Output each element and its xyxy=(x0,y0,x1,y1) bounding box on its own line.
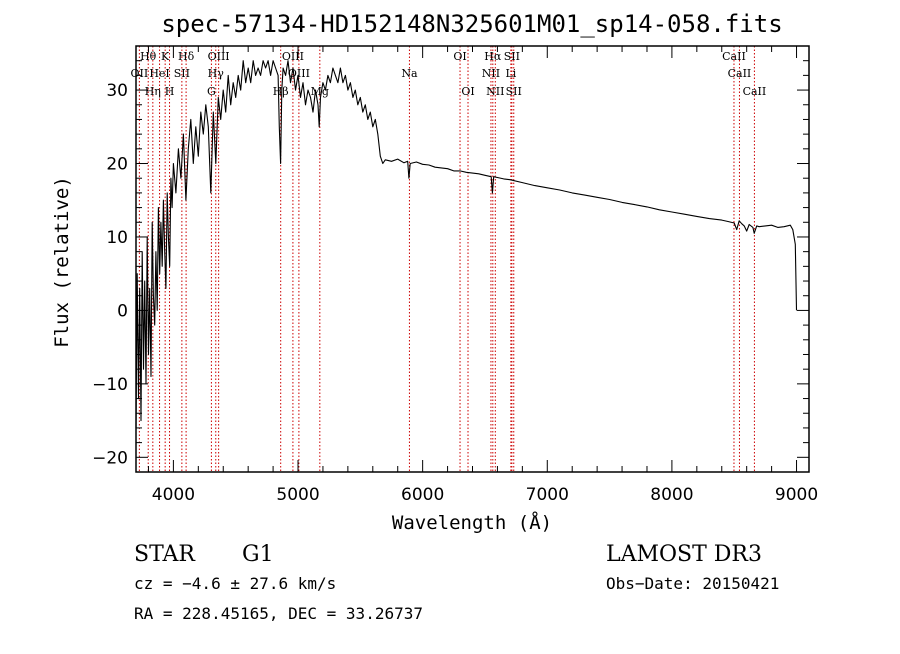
marker-label-H: H xyxy=(165,85,175,98)
x-tick-label: 8000 xyxy=(650,485,693,505)
marker-label-OII: OII xyxy=(131,67,149,80)
y-tick-label: −20 xyxy=(92,448,128,468)
y-tick-label: −10 xyxy=(92,375,128,395)
marker-label-CaII-8542: CaII xyxy=(728,67,752,80)
plot-frame xyxy=(135,45,810,473)
x-tick-label: 4000 xyxy=(152,485,195,505)
marker-label-NII-6548: NII xyxy=(482,67,500,80)
marker-label-OI-6364: OI xyxy=(461,85,474,98)
marker-label-OIII-4959: OIII xyxy=(282,50,304,63)
marker-label-SII-6731: SII xyxy=(506,85,522,98)
y-axis-label: Flux (relative) xyxy=(51,176,73,348)
series-line-spectrum xyxy=(135,60,798,428)
marker-label-SII-6716: SII xyxy=(504,50,520,63)
chart-title: spec-57134-HD152148N325601M01_sp14-058.f… xyxy=(161,10,782,38)
marker-label-HeI: HeI xyxy=(149,67,169,80)
x-tick-label: 5000 xyxy=(276,485,319,505)
marker-label-K: K xyxy=(161,50,170,63)
y-axis-ticks: −20 −10 0 10 20 30 xyxy=(92,60,809,468)
marker-label-CaII-8662: CaII xyxy=(743,85,767,98)
y-tick-label: 30 xyxy=(106,81,128,101)
x-axis-label: Wavelength (Å) xyxy=(392,511,552,534)
line-marker-labels: HθOIIHηHeIKHSIIHδGHγOIIIHβOIIIOIIIMgNaOI… xyxy=(131,50,767,98)
spectrum-series xyxy=(135,60,798,428)
marker-label-OI-6300: OI xyxy=(453,50,466,63)
coordinates-text: RA = 228.45165, DEC = 33.26737 xyxy=(134,604,423,623)
marker-label-OIII-4363: OIII xyxy=(208,50,230,63)
line-markers xyxy=(138,46,755,472)
y-tick-label: 0 xyxy=(117,301,128,321)
marker-label-SII-4068: SII xyxy=(174,67,190,80)
marker-label-H-delta: Hδ xyxy=(178,50,195,63)
y-tick-label: 10 xyxy=(106,228,128,248)
x-axis-ticks: 4000 5000 6000 7000 8000 9000 xyxy=(147,46,818,505)
marker-label-CaII-8498: CaII xyxy=(722,50,746,63)
y-tick-label: 20 xyxy=(106,155,128,175)
marker-label-G: G xyxy=(207,85,216,98)
marker-label-H-alpha: Hα xyxy=(484,50,502,63)
survey-name: LAMOST DR3 xyxy=(606,542,762,567)
marker-label-Na: Na xyxy=(401,67,418,80)
observation-date: Obs−Date: 20150421 xyxy=(606,574,779,593)
marker-label-H-eta: Hη xyxy=(145,85,161,98)
marker-label-H-gamma: Hγ xyxy=(208,67,225,80)
object-subclass: G1 xyxy=(242,542,274,567)
marker-label-H-theta: Hθ xyxy=(140,50,157,63)
x-tick-label: 6000 xyxy=(401,485,444,505)
x-tick-label: 7000 xyxy=(526,485,569,505)
redshift-text: cz = −4.6 ± 27.6 km/s xyxy=(134,574,336,593)
marker-label-NII-6583: NII xyxy=(486,85,504,98)
x-tick-label: 9000 xyxy=(775,485,818,505)
marker-label-Li: Li xyxy=(505,67,516,80)
marker-label-H-beta: Hβ xyxy=(273,85,289,98)
object-class: STAR xyxy=(134,542,196,567)
